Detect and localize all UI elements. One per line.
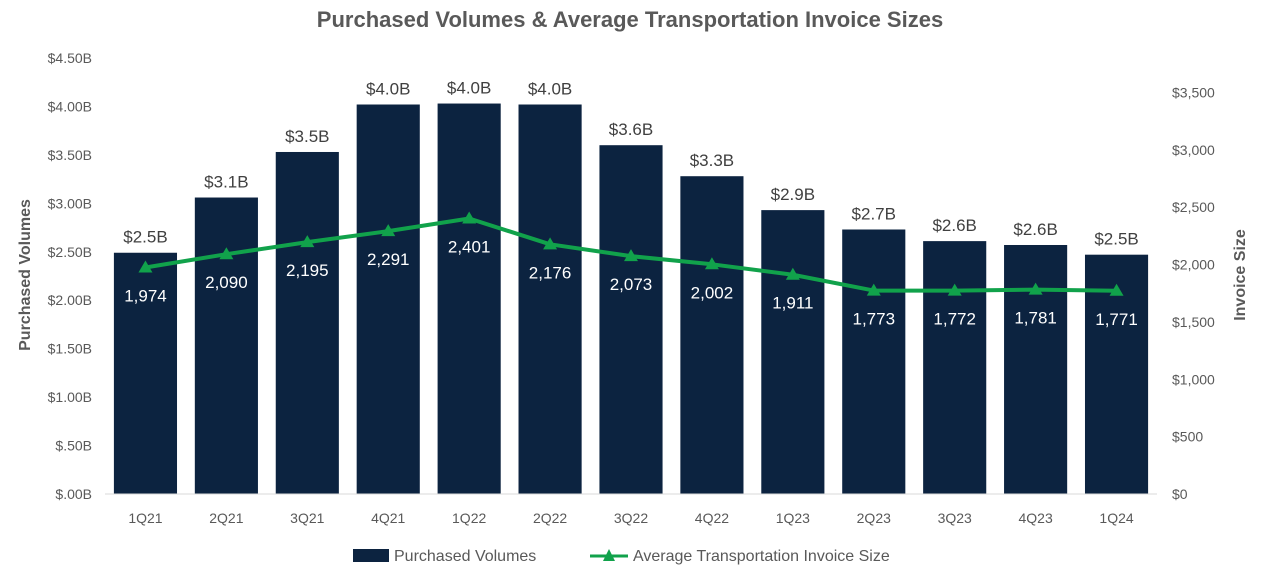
bar-value-label: $2.6B	[932, 216, 976, 235]
line-point-triangle	[704, 257, 719, 270]
line-point-triangle	[219, 247, 234, 260]
line-point-triangle	[624, 249, 638, 262]
line-value-label: 1,773	[852, 310, 895, 329]
line-value-label: 2,291	[367, 250, 410, 269]
bar-value-label: $3.6B	[609, 120, 653, 139]
bar-4q23	[1004, 244, 1068, 494]
left-axis-label: Purchased Volumes	[17, 199, 34, 351]
bar-3q21	[275, 151, 339, 494]
bar-data-labels: $2.5B $3.1B $3.5B $4.0B $4.0B $4.0B $3.6B $3.3B…	[123, 79, 1139, 249]
left-tick-label: $4.00B	[48, 98, 92, 114]
right-axis-label: Invoice Size	[1232, 229, 1249, 321]
line-point-triangle	[947, 283, 962, 296]
right-tick-label: $1,500	[1172, 314, 1215, 330]
line-value-label: 1,911	[772, 294, 813, 313]
line-point-triangle	[1028, 282, 1043, 295]
left-axis-ticks: $.00B $.50B $1.00B $1.50B $2.00B $2.50B $3.00B…	[48, 50, 92, 502]
x-tick-label: 2Q21	[209, 510, 243, 526]
legend-swatch-purchased-volumes	[353, 549, 389, 562]
right-tick-label: $1,000	[1172, 371, 1215, 387]
chart-title: Purchased Volumes & Average Transportati…	[317, 7, 943, 32]
bar-value-label: $2.5B	[123, 228, 167, 247]
x-tick-label: 4Q23	[1018, 510, 1052, 526]
legend-triangle-icon	[603, 549, 615, 561]
line-point-triangle	[138, 260, 153, 273]
line-value-label: 2,401	[448, 238, 491, 257]
line-series	[138, 211, 1124, 296]
line-data-labels: 1,974 2,090 2,195 2,291 2,401 2,176 2,073 2,002…	[124, 238, 1138, 329]
line-point-triangle	[785, 267, 800, 280]
line-value-label: 1,781	[1014, 309, 1057, 328]
line-point-triangle	[1109, 283, 1124, 296]
right-tick-label: $2,500	[1172, 199, 1215, 215]
x-tick-label: 1Q22	[452, 510, 486, 526]
bar-2q23	[842, 229, 906, 494]
line-point-triangle	[866, 283, 881, 296]
left-tick-label: $3.50B	[48, 147, 92, 163]
x-tick-label: 3Q23	[938, 510, 972, 526]
line-point-triangle	[300, 235, 315, 248]
x-tick-label: 1Q24	[1099, 510, 1133, 526]
line-value-label: 1,772	[933, 310, 976, 329]
left-tick-label: $.00B	[55, 486, 92, 502]
bar-3q23	[923, 241, 987, 494]
x-tick-label: 1Q23	[776, 510, 810, 526]
line-value-label: 2,002	[691, 283, 734, 302]
left-tick-label: $4.50B	[48, 50, 92, 66]
right-tick-label: $3,000	[1172, 142, 1215, 158]
right-tick-label: $500	[1172, 429, 1203, 445]
bar-value-label: $3.1B	[204, 173, 248, 192]
left-tick-label: $3.00B	[48, 195, 92, 211]
bar-4q21	[356, 104, 420, 495]
x-tick-label: 4Q21	[371, 510, 405, 526]
right-tick-label: $0	[1172, 486, 1188, 502]
bar-value-label: $2.9B	[771, 185, 815, 204]
left-tick-label: $1.00B	[48, 389, 92, 405]
x-axis-ticks: 1Q21 2Q21 3Q21 4Q21 1Q22 2Q22 3Q22 4Q22 1Q23 2Q23…	[128, 510, 1134, 526]
bar-value-label: $2.7B	[852, 204, 896, 223]
x-tick-label: 3Q22	[614, 510, 648, 526]
bar-1q23	[761, 210, 825, 495]
x-tick-label: 3Q21	[290, 510, 324, 526]
x-tick-label: 2Q23	[857, 510, 891, 526]
right-tick-label: $2,000	[1172, 257, 1215, 273]
bar-value-label: $4.0B	[366, 80, 410, 99]
line-value-label: 2,195	[286, 261, 329, 280]
left-tick-label: $1.50B	[48, 341, 92, 357]
right-tick-label: $3,500	[1172, 84, 1215, 100]
left-tick-label: $2.00B	[48, 292, 92, 308]
bar-2q21	[194, 197, 258, 494]
bar-2q22	[518, 104, 582, 495]
left-tick-label: $.50B	[55, 438, 92, 454]
x-tick-label: 1Q21	[128, 510, 162, 526]
line-value-label: 2,073	[610, 275, 653, 294]
bar-value-label: $3.5B	[285, 127, 329, 146]
line-point-triangle	[462, 211, 477, 224]
bar-value-label: $2.6B	[1013, 220, 1057, 239]
x-tick-label: 2Q22	[533, 510, 567, 526]
x-tick-label: 4Q22	[695, 510, 729, 526]
bar-1q22	[437, 103, 501, 494]
line-value-label: 1,974	[124, 287, 167, 306]
bar-value-label: $3.3B	[690, 151, 734, 170]
bar-value-label: $2.5B	[1094, 230, 1138, 249]
left-tick-label: $2.50B	[48, 244, 92, 260]
bar-4q22	[680, 176, 744, 494]
right-axis-ticks: $0 $500 $1,000 $1,500 $2,000 $2,500 $3,000 $3,5…	[1172, 84, 1215, 502]
line-value-label: 2,176	[529, 263, 572, 282]
bar-value-label: $4.0B	[528, 80, 572, 99]
legend-label-purchased-volumes: Purchased Volumes	[394, 548, 536, 565]
legend-label-invoice-size: Average Transportation Invoice Size	[633, 548, 890, 565]
line-point-triangle	[543, 237, 558, 250]
bar-value-label: $4.0B	[447, 79, 491, 98]
bar-series	[113, 103, 1149, 495]
line-value-label: 1,771	[1095, 310, 1138, 329]
bar-3q22	[599, 145, 663, 494]
legend: Purchased Volumes Average Transportation…	[353, 548, 890, 565]
line-point-triangle	[381, 224, 396, 237]
line-value-label: 2,090	[205, 273, 248, 292]
bar-1q21	[113, 252, 178, 494]
